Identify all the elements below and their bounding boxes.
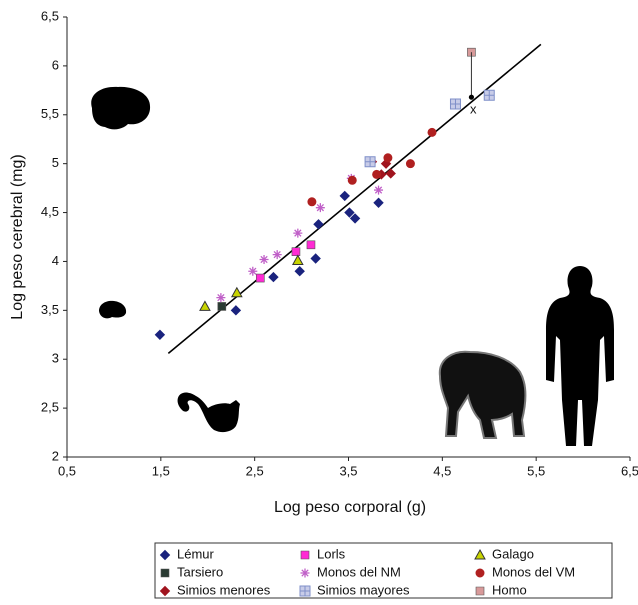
scatter-point xyxy=(306,240,316,250)
legend-marker xyxy=(159,585,171,597)
scatter-point xyxy=(199,300,211,311)
brain-large xyxy=(91,86,151,130)
brain-small xyxy=(99,300,127,319)
y-axis-title: Log peso cerebral (mg) xyxy=(9,154,26,319)
y-tick-label: 5,5 xyxy=(41,106,59,121)
scatter-point xyxy=(291,247,301,256)
legend-label: Simios mayores xyxy=(317,582,410,597)
y-tick-label: 3 xyxy=(52,351,59,366)
scatter-point xyxy=(315,203,325,213)
scatter-point xyxy=(268,271,279,283)
scatter-point xyxy=(230,286,243,298)
legend-marker xyxy=(475,586,485,596)
scatter-point xyxy=(427,127,437,137)
y-tick-label: 4 xyxy=(52,253,59,268)
scatter-point xyxy=(154,329,166,340)
legend-label: Monos del NM xyxy=(317,564,401,579)
x-tick-label: 4,5 xyxy=(433,463,451,478)
legend-marker xyxy=(475,568,485,578)
scatter-point xyxy=(217,302,227,311)
scatter-point xyxy=(339,190,350,202)
scatter-point xyxy=(349,213,361,224)
scatter-point xyxy=(272,250,282,260)
predicted-point xyxy=(468,94,475,100)
legend-marker xyxy=(160,568,170,578)
y-tick-label: 6,5 xyxy=(41,8,59,23)
legend-box xyxy=(154,542,613,599)
y-tick-label: 2,5 xyxy=(41,400,59,415)
x-tick-label: 0,5 xyxy=(58,463,76,478)
scatter-point xyxy=(383,153,393,163)
x-tick-label: 2,5 xyxy=(246,463,264,478)
scatter-point xyxy=(255,273,265,283)
scatter-point xyxy=(291,254,304,265)
x-tick-label: 5,5 xyxy=(527,463,545,478)
lemur-silhouette xyxy=(177,392,240,433)
scatter-point xyxy=(248,266,258,276)
x-tick-label: 1,5 xyxy=(152,463,170,478)
scatter-point xyxy=(344,207,355,218)
annotation: x xyxy=(470,101,477,116)
y-tick-label: 4,5 xyxy=(41,204,59,219)
scatter-point xyxy=(310,253,321,264)
legend-label: Monos del VM xyxy=(492,564,575,579)
legend-label: Lémur xyxy=(177,546,215,561)
x-tick-label: 6,5 xyxy=(621,463,638,478)
scatter-point xyxy=(313,219,324,230)
legend-label: Galago xyxy=(492,546,534,561)
x-axis-title: Log peso corporal (g) xyxy=(274,499,426,516)
y-tick-label: 2 xyxy=(52,448,59,463)
scatter-point xyxy=(405,159,415,169)
scatter-point xyxy=(347,175,357,185)
y-tick-label: 3,5 xyxy=(41,302,59,317)
legend-marker xyxy=(300,550,310,560)
scatter-point xyxy=(294,266,305,277)
scatter-point xyxy=(374,185,384,195)
human-silhouette xyxy=(546,266,614,446)
scatter-point xyxy=(385,168,396,179)
scatter-point xyxy=(449,98,461,110)
x-tick-label: 3,5 xyxy=(339,463,357,478)
legend-marker xyxy=(300,568,310,578)
scatter-point xyxy=(373,197,384,208)
chimp-silhouette xyxy=(438,350,527,439)
scatter-point xyxy=(307,197,317,207)
trend-line xyxy=(167,43,542,354)
legend-marker xyxy=(474,548,486,560)
scatter-point xyxy=(230,305,242,316)
y-tick-label: 6 xyxy=(52,57,59,72)
legend-label: Tarsiero xyxy=(177,564,223,579)
legend-label: Lorls xyxy=(317,546,346,561)
scatter-point xyxy=(259,254,269,264)
legend-label: Homo xyxy=(492,582,527,597)
scatter-point xyxy=(216,293,226,303)
scatter-point xyxy=(483,89,495,101)
legend-marker xyxy=(299,585,311,597)
scatter-point xyxy=(372,169,382,179)
legend-marker xyxy=(159,549,171,561)
y-tick-label: 5 xyxy=(52,155,59,170)
scatter-point xyxy=(293,228,303,238)
scatter-point xyxy=(364,156,376,168)
legend-label: Simios menores xyxy=(177,582,271,597)
